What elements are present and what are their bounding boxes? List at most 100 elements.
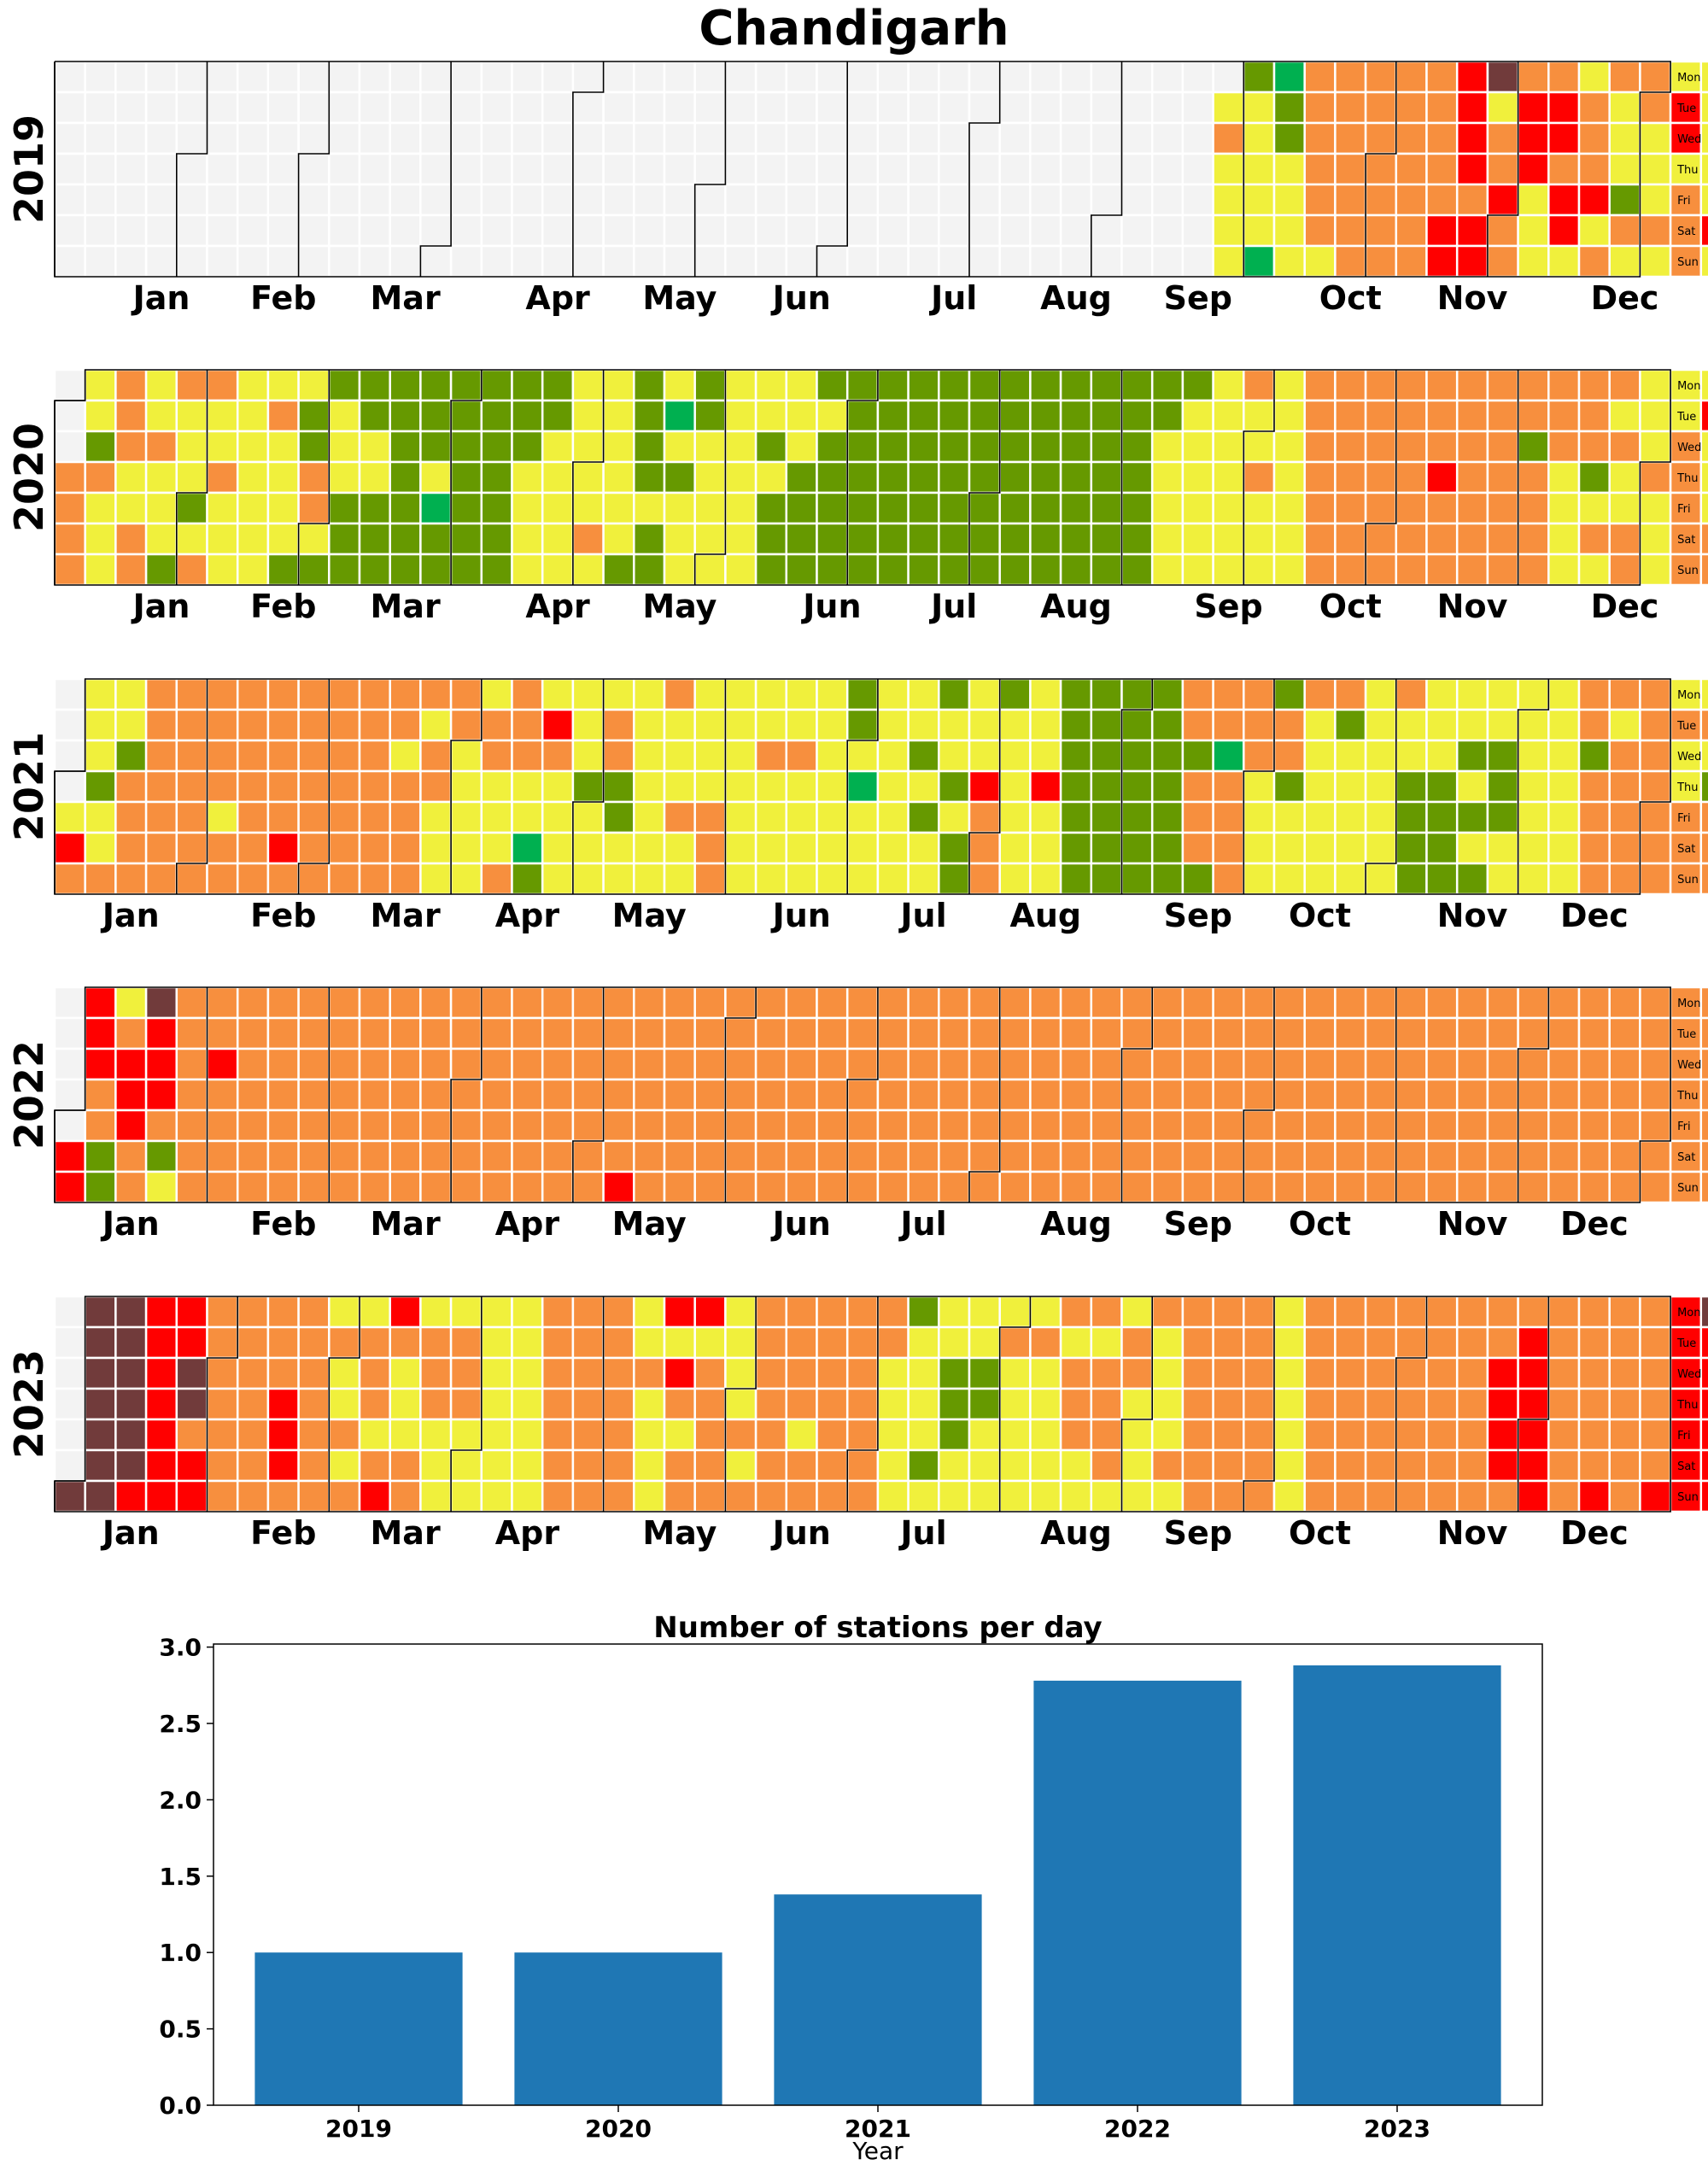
day-cell xyxy=(297,831,330,865)
weekday-label: Tue xyxy=(1676,1337,1696,1350)
day-cell xyxy=(968,121,1001,155)
day-cell xyxy=(1059,1170,1093,1204)
day-cell xyxy=(1395,60,1428,94)
day-cell xyxy=(84,677,117,711)
day-cell xyxy=(1364,1295,1398,1329)
month-label: Oct xyxy=(1289,1205,1351,1243)
day-cell xyxy=(1181,1139,1214,1173)
day-cell xyxy=(1395,1418,1428,1452)
day-cell xyxy=(114,1109,148,1143)
weekday-label: Tue xyxy=(1676,102,1696,115)
y-tick-label: 3.0 xyxy=(159,1634,202,1662)
day-cell xyxy=(1395,1016,1428,1050)
day-cell xyxy=(968,1295,1001,1329)
day-cell xyxy=(511,368,544,402)
day-cell xyxy=(1212,1047,1245,1081)
day-cell xyxy=(1059,244,1093,278)
day-cell xyxy=(236,1356,270,1390)
year-outline xyxy=(54,986,1671,1203)
day-cell xyxy=(1395,430,1428,464)
day-cell xyxy=(84,1356,117,1390)
day-cell xyxy=(1090,244,1123,278)
day-cell xyxy=(968,91,1001,125)
day-cell xyxy=(907,739,940,773)
day-cell xyxy=(53,1387,86,1421)
day-cell xyxy=(1577,1016,1611,1050)
day-cell xyxy=(1243,739,1276,773)
day-cell xyxy=(876,1387,910,1421)
day-cell xyxy=(84,1479,117,1513)
day-cell xyxy=(571,1139,605,1173)
day-cell xyxy=(1120,1078,1154,1112)
day-cell xyxy=(449,214,483,248)
day-cell xyxy=(663,399,696,433)
day-cell xyxy=(1303,1078,1337,1112)
day-cell xyxy=(1639,244,1672,278)
day-cell xyxy=(53,862,86,896)
month-boundary xyxy=(572,61,605,277)
month-label: Sep xyxy=(1164,1514,1232,1552)
day-cell xyxy=(1486,1479,1519,1513)
day-cell xyxy=(876,1016,910,1050)
day-cell xyxy=(1486,677,1519,711)
day-cell xyxy=(968,1479,1001,1513)
day-cell xyxy=(724,368,757,402)
day-cell xyxy=(1272,430,1306,464)
day-cell xyxy=(480,1016,513,1050)
day-cell xyxy=(1303,1109,1337,1143)
day-cell xyxy=(663,91,696,125)
month-boundary xyxy=(1120,987,1153,1202)
day-cell xyxy=(541,831,575,865)
day-cell xyxy=(1577,1170,1611,1204)
day-cell xyxy=(389,1139,422,1173)
day-cell xyxy=(571,1078,605,1112)
day-cell xyxy=(1090,1109,1123,1143)
day-cell xyxy=(816,430,849,464)
day-cell xyxy=(114,60,148,94)
day-cell xyxy=(1547,522,1581,556)
day-cell xyxy=(1486,1448,1519,1483)
day-cell xyxy=(938,1448,971,1483)
day-cell xyxy=(541,769,575,804)
day-cell xyxy=(938,1479,971,1513)
y-tick-label: 1.5 xyxy=(159,1863,202,1891)
day-cell xyxy=(998,769,1032,804)
month-label: Dec xyxy=(1560,1205,1629,1243)
weekday-label: Wed xyxy=(1677,133,1701,146)
day-cell xyxy=(1181,769,1214,804)
day-cell xyxy=(297,1387,330,1421)
day-cell xyxy=(175,522,208,556)
day-cell xyxy=(785,1356,818,1390)
day-cell xyxy=(663,460,696,494)
day-cell xyxy=(1212,986,1245,1020)
day-cell xyxy=(389,522,422,556)
day-cell xyxy=(144,800,178,834)
day-cell xyxy=(297,244,330,278)
day-cell xyxy=(53,553,86,587)
weekday-label: Thu xyxy=(1676,472,1698,485)
day-cell xyxy=(511,1448,544,1483)
day-cell xyxy=(144,1170,178,1204)
day-cell xyxy=(998,183,1032,217)
day-cell xyxy=(633,368,666,402)
day-cell xyxy=(724,800,757,834)
day-cell xyxy=(480,244,513,278)
day-cell xyxy=(1120,214,1154,248)
day-cell xyxy=(1303,368,1337,402)
day-cell xyxy=(84,862,117,896)
day-cell xyxy=(114,1387,148,1421)
day-cell xyxy=(144,60,178,94)
day-cell xyxy=(602,460,635,494)
day-cell xyxy=(1455,677,1489,711)
day-cell xyxy=(876,986,910,1020)
day-cell xyxy=(1212,1479,1245,1513)
day-cell xyxy=(1486,491,1519,525)
month-label: Jan xyxy=(131,279,190,317)
day-cell xyxy=(1059,708,1093,742)
day-cell xyxy=(1272,677,1306,711)
day-cell xyxy=(175,399,208,433)
day-cell xyxy=(53,831,86,865)
day-cell xyxy=(1181,831,1214,865)
day-cell xyxy=(1334,862,1367,896)
